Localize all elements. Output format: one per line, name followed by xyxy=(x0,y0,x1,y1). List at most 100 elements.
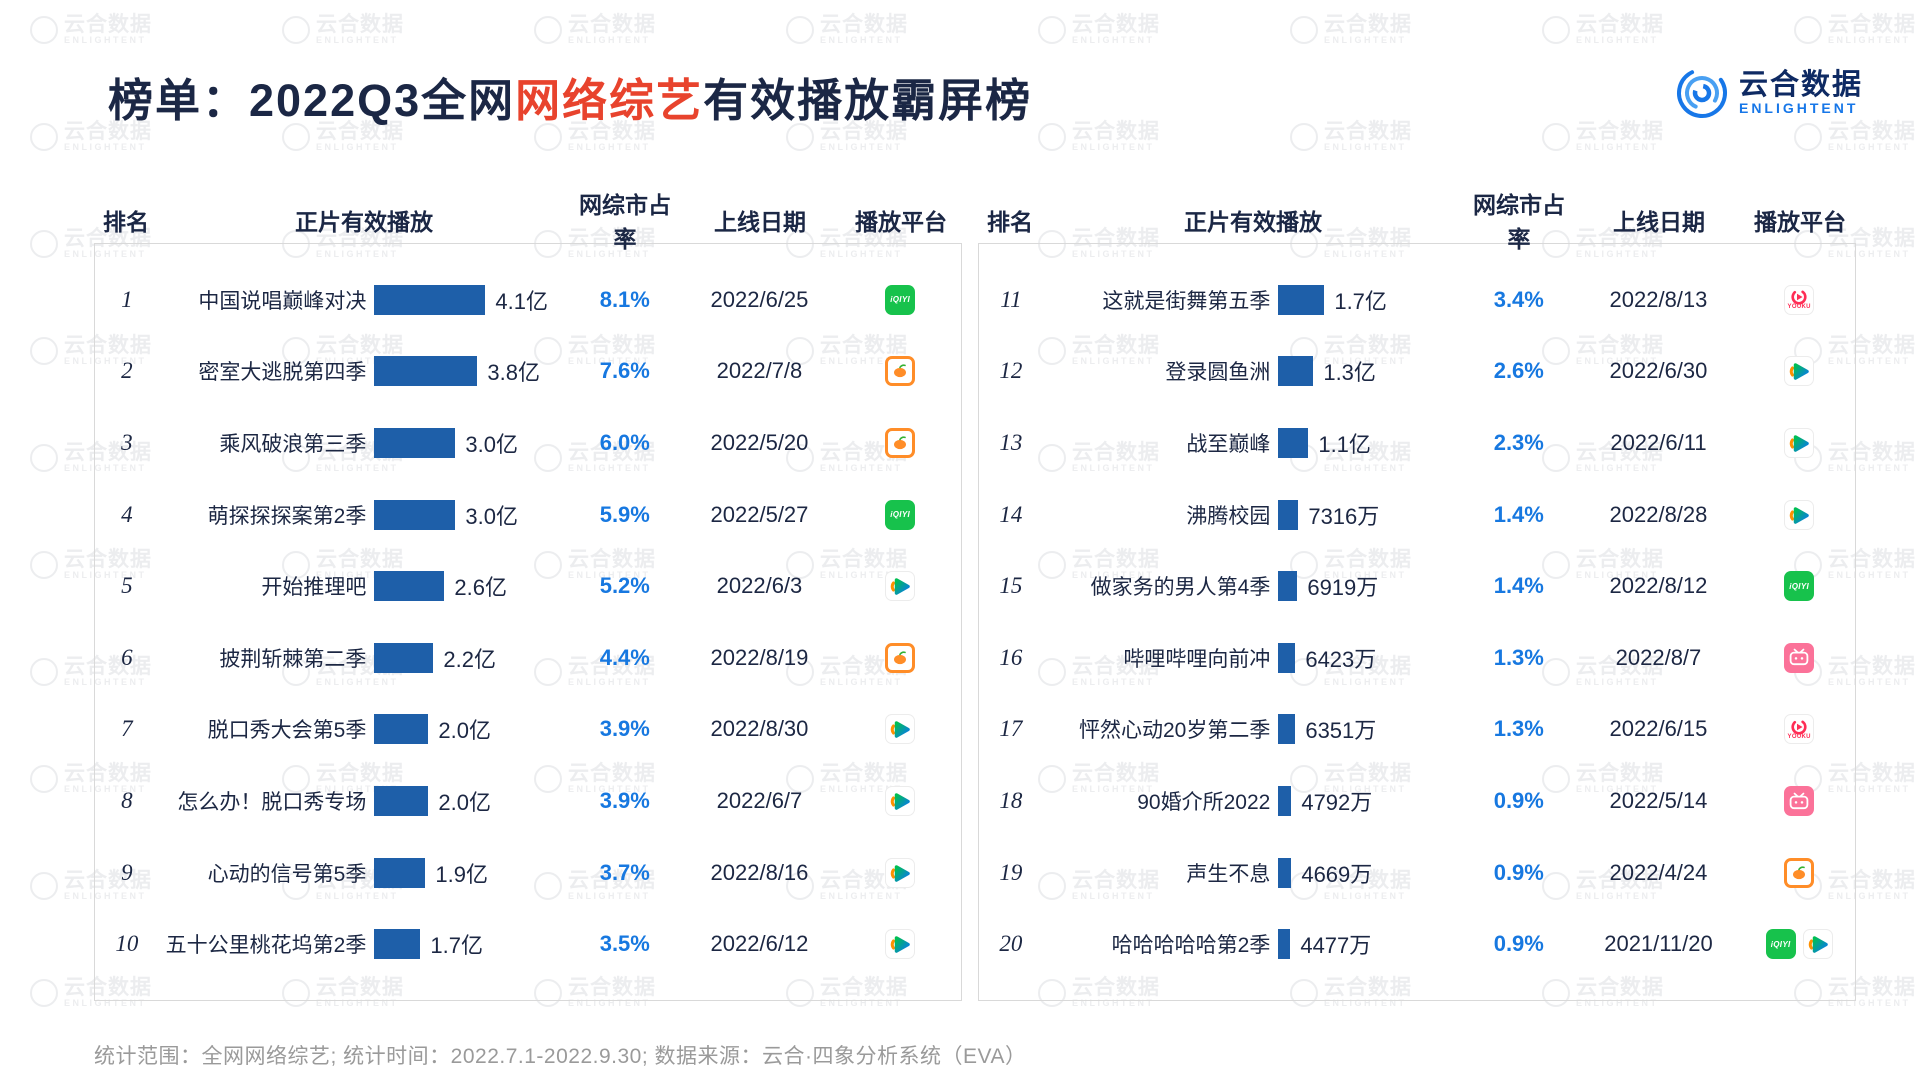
market-share: 8.1% xyxy=(599,286,650,312)
platform-cell xyxy=(839,642,961,673)
title-prefix: 榜单：2022Q3全网 xyxy=(108,75,516,126)
show-name: 脱口秀大会第5季 xyxy=(207,719,367,743)
market-share: 2.6% xyxy=(1493,358,1544,384)
enlightent-logo: 云合数据 ENLIGHTENT xyxy=(1675,66,1863,120)
platform-icon-label: iQIYI xyxy=(1770,939,1791,949)
bilibili-tv-icon xyxy=(1789,648,1809,666)
playback-bar xyxy=(374,929,421,960)
youku-swirl-icon xyxy=(1791,719,1807,735)
playback-bar xyxy=(374,571,445,602)
rank-cell: 3 xyxy=(121,429,133,455)
logo-text: 云合数据 ENLIGHTENT xyxy=(1739,70,1863,115)
launch-date: 2022/6/25 xyxy=(710,286,809,312)
page-title: 榜单：2022Q3全网网络综艺有效播放霸屏榜 xyxy=(108,64,1032,129)
table-row: 3 乘风破浪第三季 3.0亿 6.0% 2022/5/20 xyxy=(95,427,961,459)
market-share: 7.6% xyxy=(599,358,650,384)
rank-cell: 7 xyxy=(121,716,133,742)
platform-cell xyxy=(1743,642,1855,673)
launch-date: 2022/8/16 xyxy=(710,859,809,885)
table-row: 18 90婚介所2022 4792万 0.9% 2022/5/14 xyxy=(979,785,1855,817)
platform-cell: iQIYI xyxy=(839,499,961,530)
market-share: 1.4% xyxy=(1493,501,1544,527)
show-name: 开始推理吧 xyxy=(261,576,367,600)
header-date: 上线日期 xyxy=(1613,209,1705,235)
rank-cell: 19 xyxy=(999,859,1023,885)
play-triangle-icon xyxy=(1789,506,1809,524)
playback-value: 4.1亿 xyxy=(495,288,548,314)
youku-swirl-icon xyxy=(1791,289,1807,305)
table-row: 14 沸腾校园 7316万 1.4% 2022/8/28 xyxy=(979,499,1855,531)
playback-value: 1.7亿 xyxy=(1334,288,1387,314)
playback-value: 4792万 xyxy=(1301,790,1373,815)
launch-date: 2022/6/7 xyxy=(716,788,803,813)
rank-cell: 1 xyxy=(121,286,133,312)
platform-cell xyxy=(839,857,961,888)
rank-cell: 13 xyxy=(999,429,1023,455)
playback-bar-cell: 2.2亿 xyxy=(374,642,570,674)
playback-value: 3.8亿 xyxy=(487,360,540,386)
show-name: 披荆斩棘第二季 xyxy=(219,647,367,671)
platform-icon-label: iQIYI xyxy=(890,295,910,305)
platform-icon-mgtv xyxy=(885,642,916,673)
market-share: 3.4% xyxy=(1493,286,1544,312)
platform-cell xyxy=(839,571,961,602)
rank-cell: 4 xyxy=(121,501,133,527)
rank-cell: 15 xyxy=(999,573,1023,599)
play-triangle-icon xyxy=(890,793,910,810)
footer-note: 统计范围：全网网络综艺; 统计时间：2022.7.1-2022.9.30; 数据… xyxy=(94,1045,1027,1068)
playback-bar-cell: 4792万 xyxy=(1278,785,1464,817)
market-share: 6.0% xyxy=(599,429,650,455)
playback-value: 7316万 xyxy=(1308,503,1380,529)
rank-cell: 12 xyxy=(999,358,1023,384)
platform-cell xyxy=(839,356,961,387)
show-name: 乘风破浪第三季 xyxy=(219,432,367,456)
header-platform: 播放平台 xyxy=(1754,209,1846,235)
show-name: 怎么办！脱口秀专场 xyxy=(177,791,367,814)
ranking-panel-11-20: 排名 正片有效播放 网综市占率 上线日期 播放平台 11 这就是街舞第五季 1.7亿… xyxy=(978,192,1856,1001)
play-triangle-icon xyxy=(890,578,910,595)
playback-bar xyxy=(374,642,434,673)
platform-icon-mgtv xyxy=(1784,857,1815,888)
title-suffix: 有效播放霸屏榜 xyxy=(703,75,1033,126)
launch-date: 2022/7/8 xyxy=(716,358,803,384)
playback-bar-cell: 4477万 xyxy=(1278,928,1464,960)
launch-date: 2022/8/19 xyxy=(710,644,809,670)
platform-icon-mgtv xyxy=(885,427,916,458)
rank-cell: 8 xyxy=(121,788,133,813)
header-platform: 播放平台 xyxy=(855,209,947,235)
platform-icon-bilibili xyxy=(1784,786,1815,816)
playback-bar xyxy=(1278,642,1296,673)
show-name: 声生不息 xyxy=(1186,862,1271,886)
playback-value: 6423万 xyxy=(1305,646,1377,672)
show-name: 心动的信号第5季 xyxy=(207,862,367,886)
playback-bar xyxy=(1278,499,1299,530)
launch-date: 2022/8/7 xyxy=(1615,644,1702,670)
platform-icon-youku: YOUKU xyxy=(1784,284,1815,315)
show-name: 中国说唱巅峰对决 xyxy=(198,289,367,313)
playback-bar-cell: 4.1亿 xyxy=(374,284,570,316)
mango-icon xyxy=(894,364,907,378)
rank-cell: 18 xyxy=(999,788,1023,813)
platform-cell xyxy=(1743,786,1855,816)
platform-icon-iqiyi: iQIYI xyxy=(885,499,916,530)
market-share: 2.3% xyxy=(1493,429,1544,455)
table-row: 7 脱口秀大会第5季 2.0亿 3.9% 2022/8/30 xyxy=(95,713,961,745)
playback-value: 2.2亿 xyxy=(443,646,496,672)
launch-date: 2022/4/24 xyxy=(1609,859,1708,885)
table-row: 11 这就是街舞第五季 1.7亿 3.4% 2022/8/13 YOUKU xyxy=(979,284,1855,316)
launch-date: 2022/8/30 xyxy=(710,716,809,742)
launch-date: 2022/6/30 xyxy=(1609,358,1708,384)
platform-icon-tencent xyxy=(885,857,916,888)
playback-bar-cell: 2.0亿 xyxy=(374,713,570,745)
playback-bar xyxy=(1278,929,1291,960)
show-name: 这就是街舞第五季 xyxy=(1102,289,1271,313)
logo-brand-en: ENLIGHTENT xyxy=(1738,99,1859,116)
platform-cell: iQIYI xyxy=(1743,929,1855,960)
table-row: 20 哈哈哈哈哈第2季 4477万 0.9% 2021/11/20 iQIYI xyxy=(979,928,1855,960)
playback-bar xyxy=(1278,356,1314,387)
header-playback: 正片有效播放 xyxy=(295,209,433,235)
platform-cell xyxy=(1743,356,1855,387)
platform-cell: iQIYI xyxy=(839,284,961,315)
